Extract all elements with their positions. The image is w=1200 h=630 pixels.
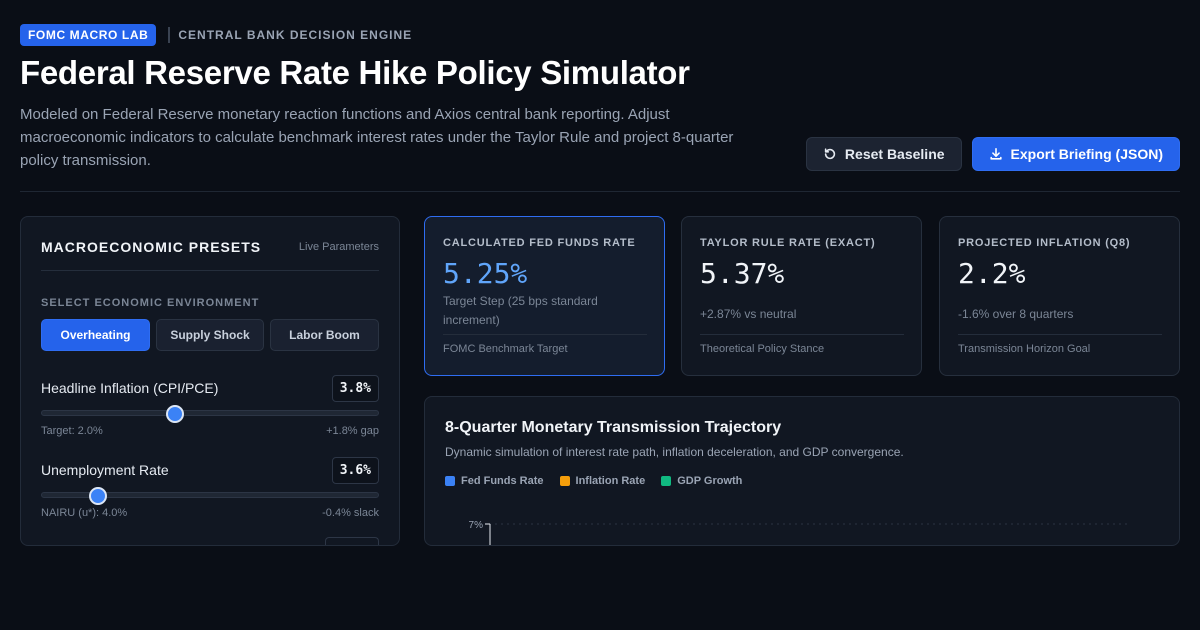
legend-label: Fed Funds Rate — [461, 475, 544, 487]
legend-swatch — [559, 476, 570, 486]
preset-overheating-button[interactable]: Overheating — [41, 319, 150, 351]
slack-note: -0.4% slack — [322, 507, 379, 519]
eyebrow: FOMC MACRO LAB CENTRAL BANK DECISION ENG… — [20, 24, 1180, 46]
live-parameters-label: Live Parameters — [298, 241, 379, 253]
trajectory-chart-panel: 8-Quarter Monetary Transmission Trajecto… — [424, 396, 1180, 546]
kpi-foot: Theoretical Policy Stance — [700, 343, 825, 355]
kpi-divider — [958, 334, 1162, 335]
nairu-note: NAIRU (u*): 4.0% — [41, 507, 128, 519]
inflation-target-note: Target: 2.0% — [41, 425, 103, 437]
kpi-divider — [700, 334, 904, 335]
environment-label: SELECT ECONOMIC ENVIRONMENT — [41, 297, 260, 309]
lab-badge: FOMC MACRO LAB — [20, 24, 157, 46]
kpi-foot: Transmission Horizon Goal — [958, 343, 1091, 355]
inflation-param: Headline Inflation (CPI/PCE) 3.8% Target… — [41, 374, 379, 437]
reset-baseline-button[interactable]: Reset Baseline — [805, 137, 962, 171]
legend-fed-funds: Fed Funds Rate — [445, 475, 544, 487]
chart-legend: Fed Funds Rate Inflation Rate GDP Growth — [445, 475, 742, 487]
eyebrow-divider — [168, 27, 171, 43]
eyebrow-text: CENTRAL BANK DECISION ENGINE — [178, 28, 413, 42]
reset-icon — [823, 147, 837, 161]
page-subtitle: Modeled on Federal Reserve monetary reac… — [20, 106, 734, 169]
page-title: Federal Reserve Rate Hike Policy Simulat… — [20, 54, 690, 91]
kpi-sub: +2.87% vs neutral — [700, 307, 797, 321]
legend-swatch — [445, 476, 455, 486]
kpi-projected-inflation: PROJECTED INFLATION (Q8) 2.2% -1.6% over… — [939, 216, 1180, 376]
macro-presets-panel: MACROECONOMIC PRESETS Live Parameters SE… — [20, 216, 400, 546]
kpi-value: 2.2% — [958, 257, 1026, 290]
download-icon — [989, 147, 1003, 161]
preset-labor-boom-button[interactable]: Labor Boom — [270, 319, 379, 351]
kpi-divider — [443, 334, 647, 335]
inflation-slider-track[interactable] — [41, 405, 379, 423]
kpi-value: 5.37% — [700, 257, 785, 290]
inflation-label: Headline Inflation (CPI/PCE) — [41, 380, 219, 396]
header-actions: Reset Baseline Export Briefing (JSON) — [805, 137, 1180, 171]
unemployment-param: Unemployment Rate 3.6% NAIRU (u*): 4.0% … — [41, 456, 379, 519]
legend-swatch — [661, 476, 672, 486]
unemployment-slider-track[interactable] — [41, 487, 379, 505]
panel-divider — [41, 270, 379, 271]
unemployment-label: Unemployment Rate — [41, 462, 169, 478]
kpi-taylor-rule-rate: TAYLOR RULE RATE (EXACT) 5.37% +2.87% vs… — [681, 216, 922, 376]
unemployment-value-input[interactable]: 3.6% — [331, 456, 379, 484]
kpi-label: TAYLOR RULE RATE (EXACT) — [700, 237, 876, 249]
legend-inflation: Inflation Rate — [559, 475, 646, 487]
next-param-input[interactable] — [325, 537, 379, 545]
panel-title: MACROECONOMIC PRESETS — [41, 239, 262, 255]
y-tick-label: 7% — [469, 520, 484, 531]
export-briefing-label: Export Briefing (JSON) — [1010, 146, 1163, 162]
legend-label: GDP Growth — [677, 475, 743, 487]
inflation-value-input[interactable]: 3.8% — [331, 374, 379, 402]
chart-title: 8-Quarter Monetary Transmission Trajecto… — [445, 419, 782, 436]
kpi-foot: FOMC Benchmark Target — [443, 343, 568, 355]
inflation-slider-thumb[interactable] — [165, 405, 184, 423]
export-briefing-button[interactable]: Export Briefing (JSON) — [971, 137, 1180, 171]
kpi-sub: Target Step (25 bps standard increment) — [443, 294, 598, 327]
kpi-fed-funds-rate: CALCULATED FED FUNDS RATE 5.25% Target S… — [424, 216, 665, 376]
kpi-sub: -1.6% over 8 quarters — [958, 307, 1074, 321]
chart-subtitle: Dynamic simulation of interest rate path… — [445, 445, 904, 459]
unemployment-slider-thumb[interactable] — [89, 487, 108, 505]
legend-label: Inflation Rate — [575, 475, 646, 487]
header-divider — [20, 191, 1180, 192]
legend-gdp: GDP Growth — [661, 475, 742, 487]
preset-group: Overheating Supply Shock Labor Boom — [41, 319, 379, 351]
inflation-gap-note: +1.8% gap — [326, 425, 379, 437]
header: FOMC MACRO LAB CENTRAL BANK DECISION ENG… — [20, 24, 1180, 171]
kpi-value: 5.25% — [443, 257, 528, 290]
kpi-label: PROJECTED INFLATION (Q8) — [958, 237, 1131, 249]
trajectory-chart: 7% — [469, 520, 1130, 545]
reset-baseline-label: Reset Baseline — [844, 146, 945, 162]
preset-supply-shock-button[interactable]: Supply Shock — [156, 319, 264, 351]
kpi-label: CALCULATED FED FUNDS RATE — [443, 237, 636, 249]
